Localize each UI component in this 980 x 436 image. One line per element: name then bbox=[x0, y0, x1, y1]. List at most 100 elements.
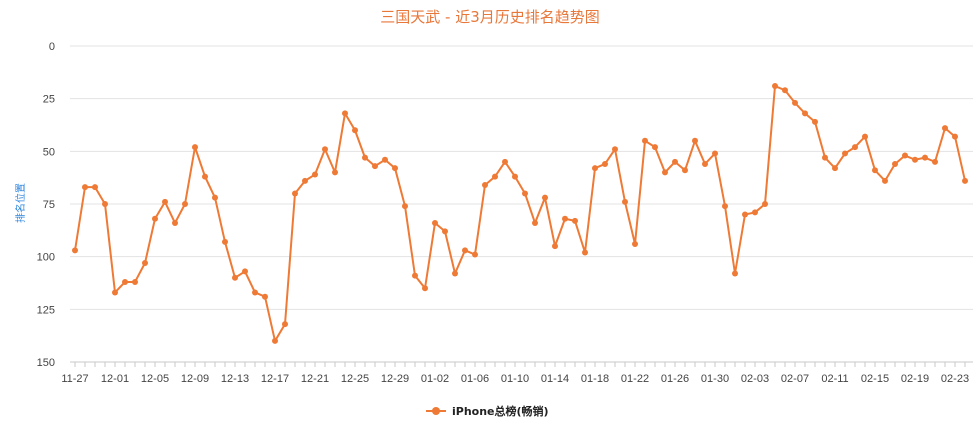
data-point bbox=[702, 160, 708, 167]
x-tick-label-12-13: 12-13 bbox=[221, 373, 249, 385]
y-tick-label-100: 100 bbox=[37, 252, 55, 264]
data-point bbox=[432, 219, 438, 226]
data-point bbox=[802, 110, 808, 117]
x-tick-label-01-06: 01-06 bbox=[461, 373, 489, 385]
y-tick-label-150: 150 bbox=[37, 357, 55, 369]
data-point bbox=[112, 289, 118, 296]
x-tick-label-02-03: 02-03 bbox=[741, 373, 769, 385]
x-tick-label-02-23: 02-23 bbox=[941, 373, 969, 385]
data-point bbox=[492, 173, 498, 180]
x-tick-label-02-15: 02-15 bbox=[861, 373, 889, 385]
data-point bbox=[562, 215, 568, 222]
data-point bbox=[862, 133, 868, 140]
data-point bbox=[942, 125, 948, 132]
data-point bbox=[812, 118, 818, 125]
x-tick-label-12-17: 12-17 bbox=[261, 373, 289, 385]
data-point bbox=[512, 173, 518, 180]
data-point bbox=[872, 167, 878, 174]
data-point bbox=[282, 321, 288, 328]
x-tick-label-12-09: 12-09 bbox=[181, 373, 209, 385]
data-point bbox=[332, 169, 338, 176]
data-point bbox=[832, 165, 838, 172]
x-tick-label-01-14: 01-14 bbox=[541, 373, 569, 385]
data-point bbox=[272, 337, 278, 344]
data-point bbox=[482, 182, 488, 189]
data-point bbox=[362, 154, 368, 161]
data-point bbox=[322, 146, 328, 153]
data-point bbox=[772, 83, 778, 90]
x-tick-label-12-25: 12-25 bbox=[341, 373, 369, 385]
data-point bbox=[912, 156, 918, 163]
data-point bbox=[752, 209, 758, 216]
data-point bbox=[402, 203, 408, 210]
data-point bbox=[722, 203, 728, 210]
x-tick-label-12-01: 12-01 bbox=[101, 373, 129, 385]
data-point bbox=[792, 99, 798, 106]
data-point bbox=[442, 228, 448, 235]
data-point bbox=[652, 144, 658, 151]
data-point bbox=[412, 272, 418, 279]
data-point bbox=[542, 194, 548, 201]
data-point bbox=[382, 156, 388, 163]
legend-marker bbox=[432, 407, 440, 415]
y-tick-label-0: 0 bbox=[49, 41, 55, 53]
data-point bbox=[602, 160, 608, 167]
data-point bbox=[232, 274, 238, 281]
data-point bbox=[532, 219, 538, 226]
data-point bbox=[902, 152, 908, 159]
data-point bbox=[952, 133, 958, 140]
data-point bbox=[162, 198, 168, 205]
data-point bbox=[592, 165, 598, 172]
data-point bbox=[932, 158, 938, 165]
x-tick-label-01-22: 01-22 bbox=[621, 373, 649, 385]
x-tick-label-02-19: 02-19 bbox=[901, 373, 929, 385]
data-point bbox=[352, 127, 358, 134]
data-point bbox=[252, 289, 258, 296]
x-tick-label-02-07: 02-07 bbox=[781, 373, 809, 385]
data-point bbox=[692, 137, 698, 144]
data-point bbox=[732, 270, 738, 277]
data-point bbox=[682, 167, 688, 174]
data-point bbox=[472, 251, 478, 258]
data-point bbox=[72, 247, 78, 254]
y-axis: 0 25 50 75 100 125 150 bbox=[37, 41, 55, 369]
data-point bbox=[582, 249, 588, 256]
data-point bbox=[462, 247, 468, 254]
data-point bbox=[342, 110, 348, 117]
data-point bbox=[642, 137, 648, 144]
data-point bbox=[452, 270, 458, 277]
data-point bbox=[632, 241, 638, 248]
y-axis-label: 排名位置 bbox=[14, 183, 27, 223]
legend[interactable]: iPhone总榜(畅销) bbox=[426, 404, 549, 418]
data-point bbox=[782, 87, 788, 94]
data-point bbox=[502, 158, 508, 165]
x-tick-label-01-30: 01-30 bbox=[701, 373, 729, 385]
data-point bbox=[242, 268, 248, 275]
data-point bbox=[712, 150, 718, 157]
data-point bbox=[552, 243, 558, 250]
y-tick-label-50: 50 bbox=[43, 146, 55, 158]
data-point bbox=[522, 190, 528, 197]
data-point bbox=[852, 144, 858, 151]
data-point bbox=[922, 154, 928, 161]
data-point bbox=[372, 163, 378, 170]
y-tick-label-75: 75 bbox=[43, 199, 55, 211]
chart-title: 三国天武 - 近3月历史排名趋势图 bbox=[380, 8, 600, 26]
data-point bbox=[422, 285, 428, 292]
data-point bbox=[662, 169, 668, 176]
data-point bbox=[672, 158, 678, 165]
data-point bbox=[292, 190, 298, 197]
data-point bbox=[122, 278, 128, 285]
data-point bbox=[892, 160, 898, 167]
data-point bbox=[962, 177, 968, 184]
data-point bbox=[312, 171, 318, 178]
data-point bbox=[102, 201, 108, 207]
data-point bbox=[172, 219, 178, 226]
x-tick-label-11-27: 11-27 bbox=[61, 373, 88, 385]
data-point bbox=[182, 201, 188, 207]
gridlines bbox=[70, 45, 973, 363]
x-tick-label-01-10: 01-10 bbox=[501, 373, 529, 385]
legend-label: iPhone总榜(畅销) bbox=[452, 404, 549, 418]
x-tick-label-02-11: 02-11 bbox=[821, 373, 848, 385]
